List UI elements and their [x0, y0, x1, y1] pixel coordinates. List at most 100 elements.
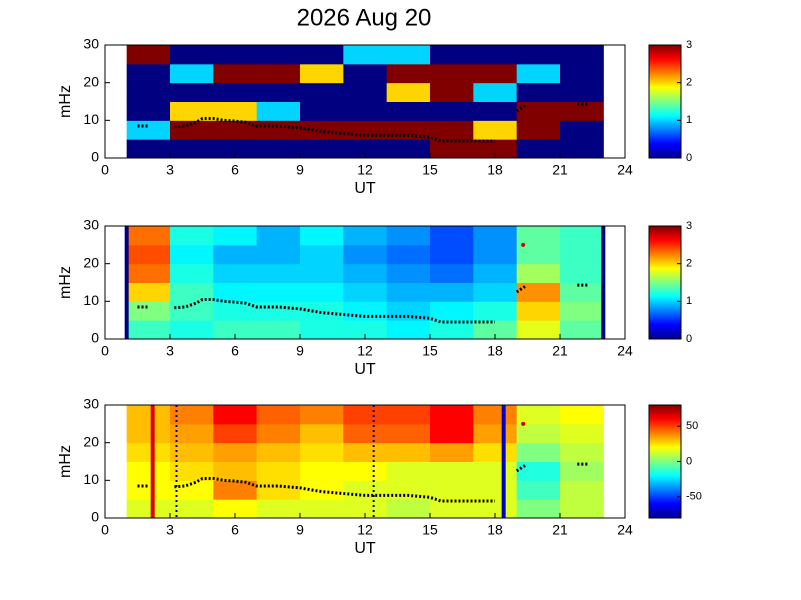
- heat-cell: [560, 320, 604, 340]
- heat-cell: [560, 480, 604, 500]
- x-tick-label: 0: [101, 343, 109, 359]
- heat-cell: [256, 282, 301, 302]
- y-tick-label: 0: [91, 330, 99, 346]
- colorbar-tick-label: 3: [686, 220, 692, 232]
- heat-cell: [473, 423, 518, 444]
- heat-cell: [473, 405, 518, 425]
- x-tick-label: 9: [296, 522, 304, 538]
- heat-cell: [300, 139, 344, 159]
- heat-cell: [170, 320, 214, 340]
- heat-cell: [473, 320, 518, 340]
- heat-cell: [256, 301, 301, 321]
- heat-cell: [430, 263, 474, 283]
- heat-cell: [473, 226, 518, 246]
- heat-cell: [343, 405, 388, 425]
- heat-cell: [560, 263, 604, 283]
- x-tick-label: 9: [296, 343, 304, 359]
- heat-cell: [516, 101, 561, 121]
- heat-cell: [473, 139, 518, 159]
- heat-cell: [560, 226, 604, 246]
- y-axis-label: mHz: [57, 266, 74, 299]
- heat-cell: [126, 45, 171, 65]
- x-tick-label: 3: [166, 343, 174, 359]
- heat-cell: [473, 244, 518, 265]
- heat-cell: [256, 442, 301, 462]
- heat-cell: [386, 480, 431, 500]
- heat-cell: [516, 301, 561, 321]
- heat-cell: [430, 244, 474, 265]
- y-tick-label: 10: [83, 111, 99, 127]
- heat-cell: [300, 499, 344, 519]
- x-tick-label: 3: [166, 522, 174, 538]
- heat-cell: [386, 263, 431, 283]
- heat-cell: [170, 480, 214, 500]
- x-tick-label: 18: [487, 162, 503, 178]
- heat-cell: [126, 63, 171, 84]
- heat-cell: [560, 82, 604, 102]
- x-axis-label: UT: [354, 540, 376, 557]
- heat-cell: [126, 101, 171, 121]
- y-tick-label: 10: [83, 471, 99, 487]
- heat-cell: [516, 226, 561, 246]
- heat-cell: [473, 461, 518, 481]
- colorbar-tick-label: 0: [686, 333, 692, 345]
- heat-cell: [300, 63, 344, 84]
- x-tick-label: 6: [231, 522, 239, 538]
- heat-cell: [430, 101, 474, 121]
- heat-cell: [386, 301, 431, 321]
- heat-cell: [126, 423, 171, 444]
- x-tick-label: 3: [166, 162, 174, 178]
- heat-cell: [430, 282, 474, 302]
- y-tick-label: 20: [83, 73, 99, 89]
- heat-cell: [343, 63, 388, 84]
- heat-cell: [300, 442, 344, 462]
- heat-cell: [516, 45, 561, 65]
- heat-cell: [386, 120, 431, 140]
- heat-cell: [473, 442, 518, 462]
- heat-cell: [430, 461, 474, 481]
- heat-cell: [516, 461, 561, 481]
- heat-cell: [343, 82, 388, 102]
- heat-cell: [473, 45, 518, 65]
- heat-cell: [473, 480, 518, 500]
- heat-cell: [256, 120, 301, 140]
- colorbar-tick-label: 1: [686, 114, 692, 126]
- heat-cell: [430, 120, 474, 140]
- heat-cell: [560, 405, 604, 425]
- heat-cell: [170, 63, 214, 84]
- heat-cell: [300, 461, 344, 481]
- heat-cell: [386, 461, 431, 481]
- y-tick-label: 10: [83, 292, 99, 308]
- heat-cell: [343, 45, 388, 65]
- heat-cell: [213, 301, 258, 321]
- trace-line: [137, 102, 589, 143]
- heat-cell: [430, 301, 474, 321]
- x-tick-label: 6: [231, 162, 239, 178]
- heat-cell: [300, 480, 344, 500]
- heat-cell: [300, 120, 344, 140]
- heat-cell: [256, 499, 301, 519]
- heat-cell: [516, 480, 561, 500]
- heat-cell: [170, 120, 214, 140]
- heat-cell: [213, 120, 258, 140]
- heat-cell: [213, 244, 258, 265]
- heat-cell: [126, 282, 171, 302]
- trace-line: [137, 283, 589, 324]
- heat-cell: [386, 82, 431, 102]
- heat-cell: [516, 63, 561, 84]
- heat-cell: [343, 320, 388, 340]
- heat-cell: [516, 82, 561, 102]
- heat-cell: [256, 263, 301, 283]
- heat-cell: [170, 461, 214, 481]
- heat-cell: [560, 244, 604, 265]
- heat-cell: [473, 499, 518, 519]
- heat-cell: [430, 226, 474, 246]
- x-tick-label: 15: [422, 162, 438, 178]
- x-tick-label: 18: [487, 522, 503, 538]
- heat-cell: [256, 423, 301, 444]
- heat-cell: [213, 461, 258, 481]
- x-tick-label: 15: [422, 522, 438, 538]
- heat-cell: [516, 139, 561, 159]
- colorbar-tick-label: 1: [686, 295, 692, 307]
